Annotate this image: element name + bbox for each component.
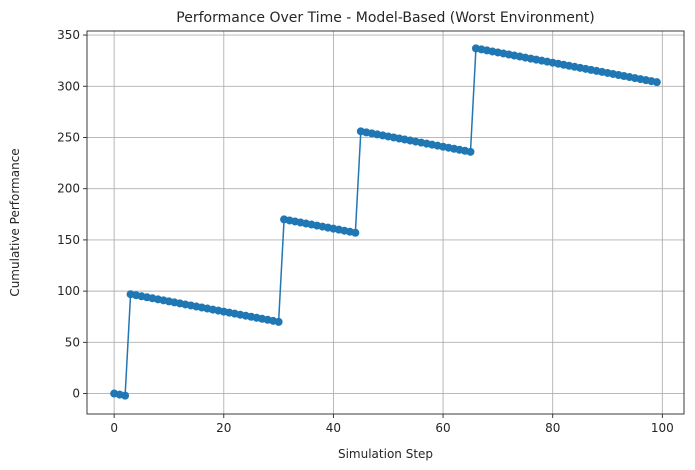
- plot-frame: [86, 30, 685, 415]
- y-tick-label: 300: [57, 79, 80, 93]
- data-point: [274, 317, 283, 326]
- y-tick-label: 0: [72, 387, 80, 401]
- x-axis-label: Simulation Step: [338, 447, 433, 461]
- y-tick-label: 200: [57, 182, 80, 196]
- y-tick-label: 250: [57, 130, 80, 144]
- y-tick-label: 100: [57, 284, 80, 298]
- y-tick-label: 50: [65, 335, 80, 349]
- series-performance: [110, 44, 661, 400]
- data-point: [351, 228, 360, 237]
- x-tick-label: 80: [545, 421, 560, 435]
- data-point: [121, 391, 130, 400]
- y-tick-label: 350: [57, 28, 80, 42]
- chart-title: Performance Over Time - Model-Based (Wor…: [176, 10, 594, 26]
- data-point: [652, 78, 661, 87]
- x-tick-label: 0: [110, 421, 118, 435]
- data-point: [466, 147, 475, 156]
- x-tick-label: 100: [651, 421, 674, 435]
- y-tick-label: 150: [57, 233, 80, 247]
- y-axis: 0 50 100 150 200 250 300 350: [57, 28, 87, 401]
- x-tick-label: 60: [435, 421, 450, 435]
- series-line: [114, 47, 657, 397]
- x-tick-label: 40: [326, 421, 341, 435]
- y-axis-label: Cumulative Performance: [8, 148, 22, 296]
- x-axis: 0 20 40 60 80 100: [110, 414, 674, 435]
- grid-lines: [87, 31, 684, 414]
- x-tick-label: 20: [216, 421, 231, 435]
